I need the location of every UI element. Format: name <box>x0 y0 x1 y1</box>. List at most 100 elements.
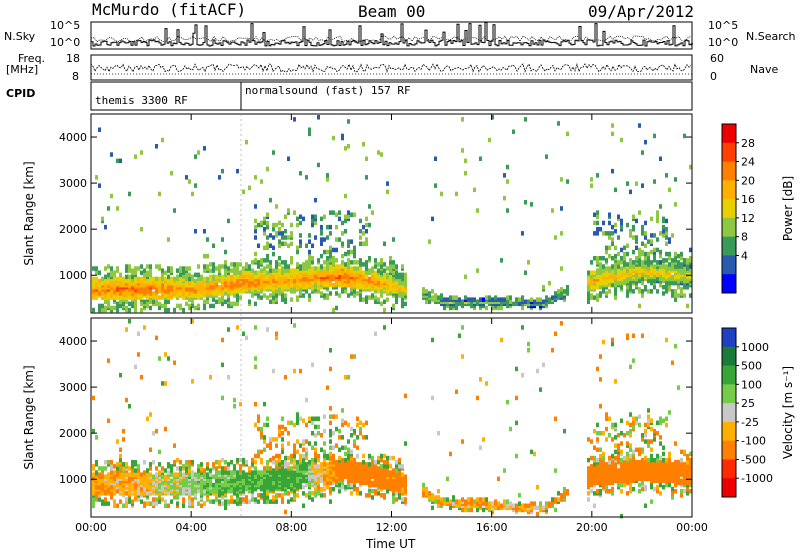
power-cell <box>347 119 350 124</box>
velocity-cell <box>242 470 245 475</box>
velocity-cell <box>98 466 101 471</box>
velocity-cell <box>638 482 641 488</box>
power-cell <box>689 247 692 253</box>
power-cell <box>506 179 509 184</box>
power-cell <box>344 193 347 199</box>
velocity-cell <box>383 325 386 330</box>
velocity-cell <box>317 484 320 490</box>
power-cell <box>335 305 338 311</box>
velocity-cell <box>665 482 668 488</box>
velocity-cell <box>650 426 653 432</box>
power-cell <box>107 264 110 269</box>
power-cell <box>458 301 461 307</box>
velocity-cell <box>284 455 287 461</box>
power-cell <box>389 256 392 261</box>
power-cell <box>677 285 680 290</box>
nsky-tick-low: 10^0 <box>50 36 81 49</box>
velocity-cell <box>650 499 653 504</box>
power-cell <box>254 175 257 180</box>
velocity-cell <box>593 491 596 496</box>
power-cell <box>443 305 446 311</box>
velocity-cell <box>197 501 200 506</box>
velocity-cell <box>248 466 251 471</box>
power-cell <box>461 117 464 122</box>
velocity-cell <box>626 455 629 461</box>
power-cell <box>602 231 605 236</box>
power-cell <box>647 260 650 265</box>
velocity-cell <box>659 435 662 440</box>
power-cell <box>647 251 650 257</box>
power-cell <box>344 289 347 294</box>
power-cell <box>323 237 326 242</box>
velocity-ytick-label: 1000 <box>59 473 87 486</box>
power-cell <box>299 239 302 244</box>
velocity-cell <box>302 447 305 452</box>
power-cell <box>497 305 500 311</box>
power-cell <box>608 253 611 259</box>
power-cell <box>155 276 158 282</box>
power-cell <box>392 260 395 265</box>
power-cell <box>338 293 341 298</box>
power-cell <box>299 214 302 219</box>
velocity-cell <box>392 468 395 473</box>
power-cell <box>638 266 641 271</box>
power-cell <box>212 274 215 280</box>
velocity-cell <box>287 491 290 496</box>
velocity-cell <box>170 472 173 477</box>
velocity-cell <box>275 437 278 442</box>
power-cell <box>689 268 692 273</box>
velocity-cell <box>617 433 620 438</box>
power-cell <box>365 156 368 161</box>
power-cell <box>665 287 668 292</box>
velocity-colorbar-swatch <box>722 478 736 498</box>
power-cell <box>104 278 107 284</box>
velocity-cell <box>128 466 131 471</box>
power-cell <box>380 301 383 307</box>
velocity-cell <box>668 466 671 471</box>
velocity-cell <box>275 460 278 465</box>
velocity-cell <box>104 497 107 502</box>
velocity-cell <box>311 416 314 421</box>
power-ytick-label: 1000 <box>59 269 87 282</box>
velocity-cell <box>296 460 299 465</box>
velocity-cell <box>224 466 227 471</box>
power-cell <box>233 301 236 307</box>
power-cell <box>329 268 332 273</box>
power-cell <box>101 276 104 282</box>
velocity-cell <box>257 449 260 455</box>
velocity-cell <box>359 470 362 475</box>
velocity-cell <box>110 464 113 469</box>
velocity-cell <box>632 420 635 426</box>
velocity-cell <box>314 433 317 438</box>
velocity-cell <box>404 497 407 502</box>
velocity-cell <box>92 395 95 401</box>
velocity-cell <box>602 460 605 465</box>
power-cell <box>281 231 284 236</box>
power-cell <box>128 307 131 313</box>
velocity-cell <box>302 491 305 496</box>
velocity-cell <box>671 478 674 484</box>
velocity-cell <box>275 499 278 504</box>
power-cell <box>98 307 101 313</box>
velocity-cell <box>557 491 560 496</box>
velocity-cell <box>299 368 302 374</box>
power-cell <box>188 287 191 292</box>
velocity-cell <box>650 447 653 452</box>
velocity-cell <box>368 462 371 467</box>
power-cell <box>443 297 446 302</box>
power-cell <box>173 276 176 282</box>
power-cell <box>482 297 485 302</box>
power-cell <box>674 293 677 298</box>
power-cell <box>191 274 194 280</box>
velocity-cell <box>263 439 266 444</box>
power-cell <box>281 241 284 246</box>
power-cell <box>158 305 161 311</box>
power-cell <box>164 276 167 282</box>
velocity-cell <box>290 453 293 459</box>
power-cell <box>350 280 353 286</box>
velocity-cell <box>266 499 269 504</box>
power-cell <box>305 282 308 288</box>
power-cell <box>302 262 305 267</box>
power-cell <box>440 293 443 298</box>
velocity-cell <box>329 428 332 434</box>
